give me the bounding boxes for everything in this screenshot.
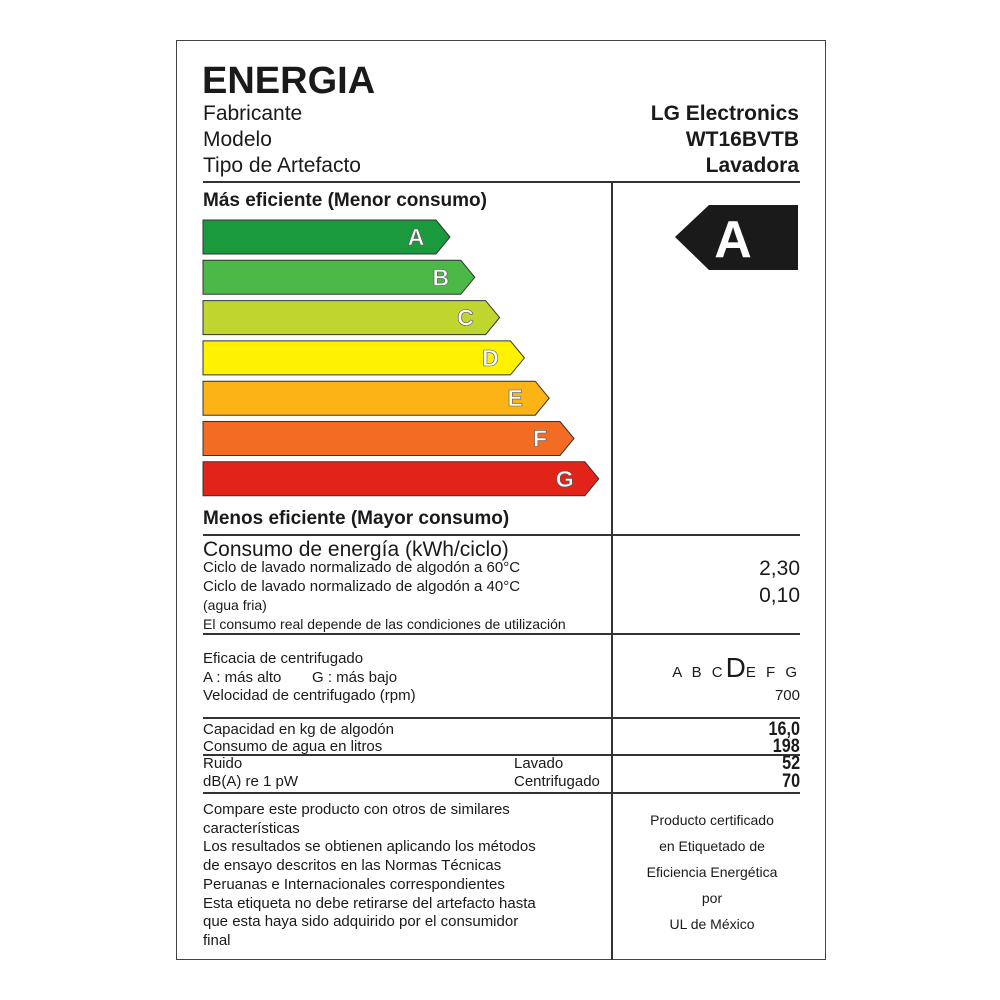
spin-legend-g: G : más bajo [312,669,398,686]
class-bar-letter: F [533,426,547,452]
energy-title: Consumo de energía (kWh/ciclo) [203,538,509,561]
noise-unit: dB(A) re 1 pW [203,773,299,790]
noise-wash-value: 52 [782,753,800,774]
appliance-type-label: Tipo de Artefacto [203,154,361,177]
rating-letter: A [714,211,752,269]
energy-value-60: 2,30 [759,557,800,580]
water-value: 198 [773,736,800,757]
noise-wash-label: Lavado [514,755,564,772]
divider [203,181,800,183]
spin-legend-a: A : más alto [203,669,282,686]
rating-arrow [675,205,798,270]
energy-line-40: Ciclo de lavado normalizado de algodón a… [203,578,521,595]
class-bar-f [202,421,575,456]
energy-note: El consumo real depende de las condicion… [203,616,566,632]
spin-title: Eficacia de centrifugado [203,650,364,667]
class-bar-letter: C [457,305,474,331]
spin-speed-value: 700 [774,687,800,704]
note-line: que esta haya sido adquirido por el cons… [203,913,519,931]
spin-speed-label: Velocidad de centrifugado (rpm) [203,687,416,704]
certification-line: Producto certificado [650,812,774,828]
class-bar-letter: B [432,264,449,290]
certification-line: Eficiencia Energética [646,864,778,880]
certification-line: UL de México [669,916,755,932]
certification-line: en Etiquetado de [659,838,765,854]
class-bar-b [202,259,476,295]
certification-line: por [701,890,723,906]
class-bar-g [202,461,600,497]
note-line: Peruanas e Internacionales correspondien… [203,875,505,893]
water-label: Consumo de agua en litros [203,738,383,755]
class-bar-letter: D [482,345,499,371]
class-bar-e [202,380,550,416]
class-bar-a [202,219,451,255]
divider [203,534,800,536]
manufacturer-value: LG Electronics [650,102,799,125]
spin-classes-before: A B C [672,664,726,681]
label-border [176,40,826,960]
energy-line-60: Ciclo de lavado normalizado de algodón a… [203,559,521,576]
manufacturer-label: Fabricante [203,102,303,125]
note-line: Los resultados se obtienen aplicando los… [203,838,536,856]
class-bar-letter: G [556,466,574,492]
divider [203,792,800,794]
energy-value-40: 0,10 [759,584,800,607]
divider [203,717,800,719]
noise-spin-label: Centrifugado [514,773,600,790]
label-title: ENERGIA [202,60,376,102]
note-line: características [203,819,300,837]
energy-line-cold: (agua fria) [203,597,267,613]
least-efficient-label: Menos eficiente (Mayor consumo) [203,508,510,529]
most-efficient-label: Más eficiente (Menor consumo) [203,190,487,211]
class-bar-letter: A [408,224,425,250]
class-bar-letter: E [508,385,523,411]
note-line: Compare este producto con otros de simil… [203,801,510,818]
note-line: Esta etiqueta no debe retirarse del arte… [203,894,536,912]
spin-class-selected: D [725,652,746,683]
model-label: Modelo [203,128,272,151]
divider [203,754,800,756]
noise-label: Ruido [203,755,243,772]
class-bar-c [202,300,501,336]
note-line: de ensayo descritos en las Normas Técnic… [203,857,502,875]
capacity-label: Capacidad en kg de algodón [203,721,394,738]
divider [203,633,800,635]
capacity-value: 16,0 [768,719,800,740]
appliance-type-value: Lavadora [705,154,799,177]
spin-classes-after: E F G [745,664,800,681]
column-divider [611,182,613,960]
noise-spin-value: 70 [782,771,800,792]
class-bar-d [202,340,526,376]
note-line: final [203,931,231,949]
model-value: WT16BVTB [685,128,799,151]
spin-class-scale: A B CDE F G [672,654,800,682]
